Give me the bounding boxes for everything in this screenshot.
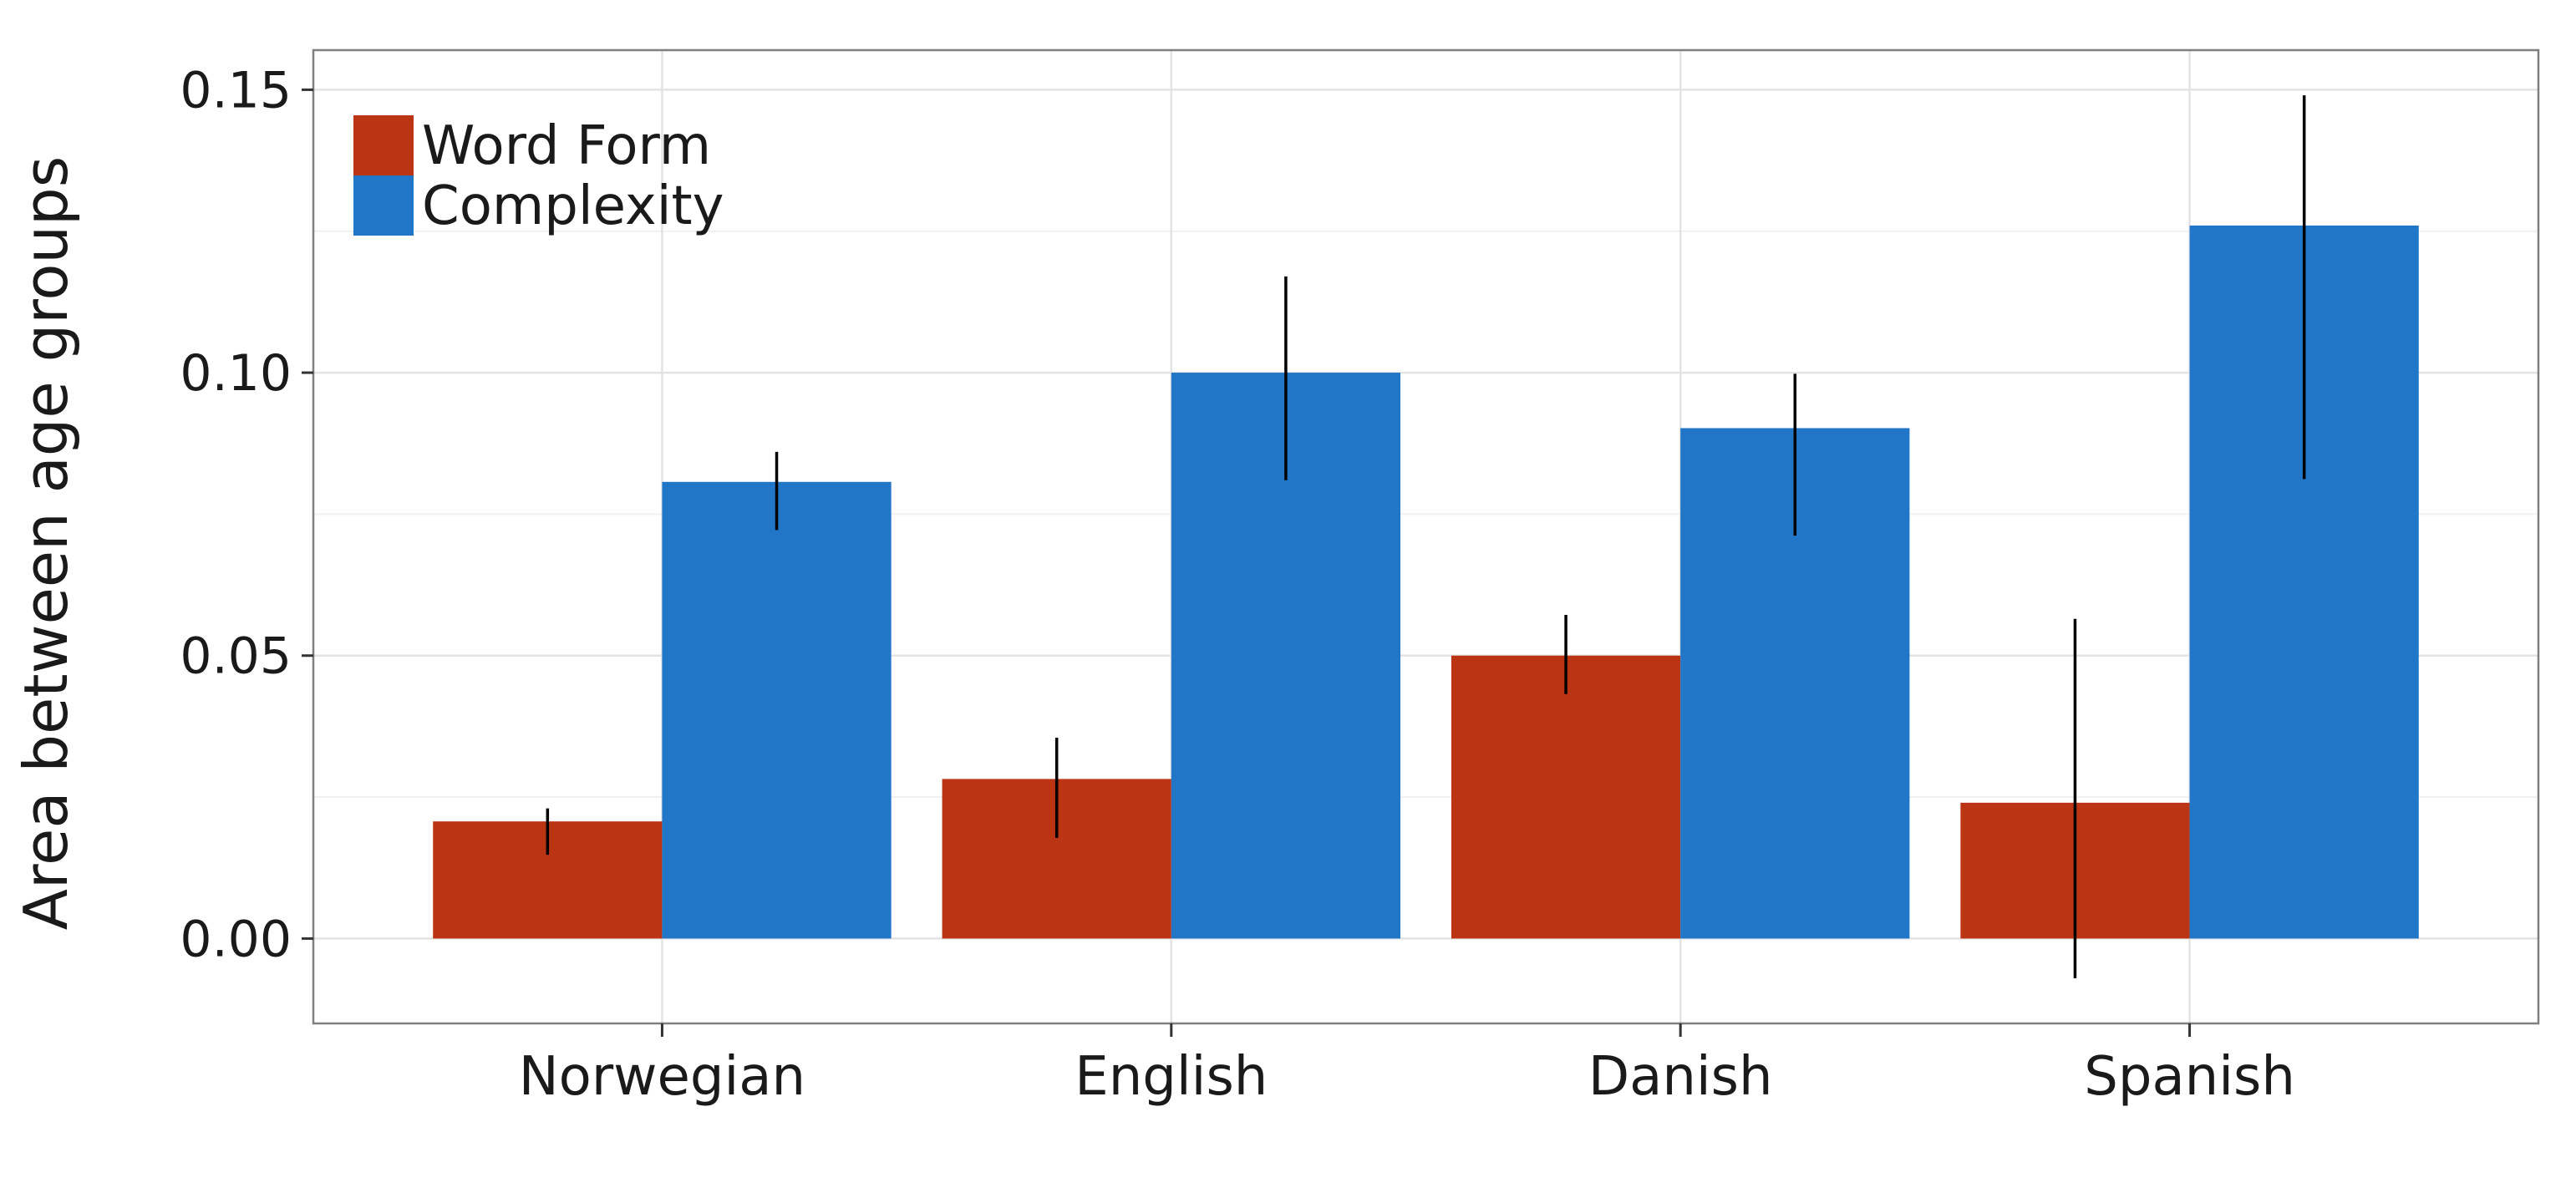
y-axis-title: Area between age groups: [11, 156, 81, 930]
plot-area: 0.00 0.05 0.10 0.15 Norwegian English Danish Sp…: [180, 50, 2538, 1108]
y-tick-label: 0.10: [180, 344, 292, 403]
x-tick-label-danish: Danish: [1588, 1046, 1773, 1108]
legend-key-word-form: [353, 115, 414, 175]
bar-complexity-norwegian: [662, 482, 891, 939]
x-tick-label-english: English: [1075, 1046, 1268, 1108]
y-tick-label: 0.15: [180, 61, 292, 119]
legend-key-complexity: [353, 175, 414, 236]
y-tick-label: 0.05: [180, 627, 292, 686]
x-tick-label-spanish: Spanish: [2084, 1046, 2295, 1108]
y-tick-label: 0.00: [180, 910, 292, 968]
legend-label-complexity: Complexity: [422, 175, 724, 237]
bar-word-form-danish: [1451, 656, 1680, 939]
legend-label-word-form: Word Form: [422, 115, 711, 177]
x-tick-label-norwegian: Norwegian: [519, 1046, 805, 1108]
